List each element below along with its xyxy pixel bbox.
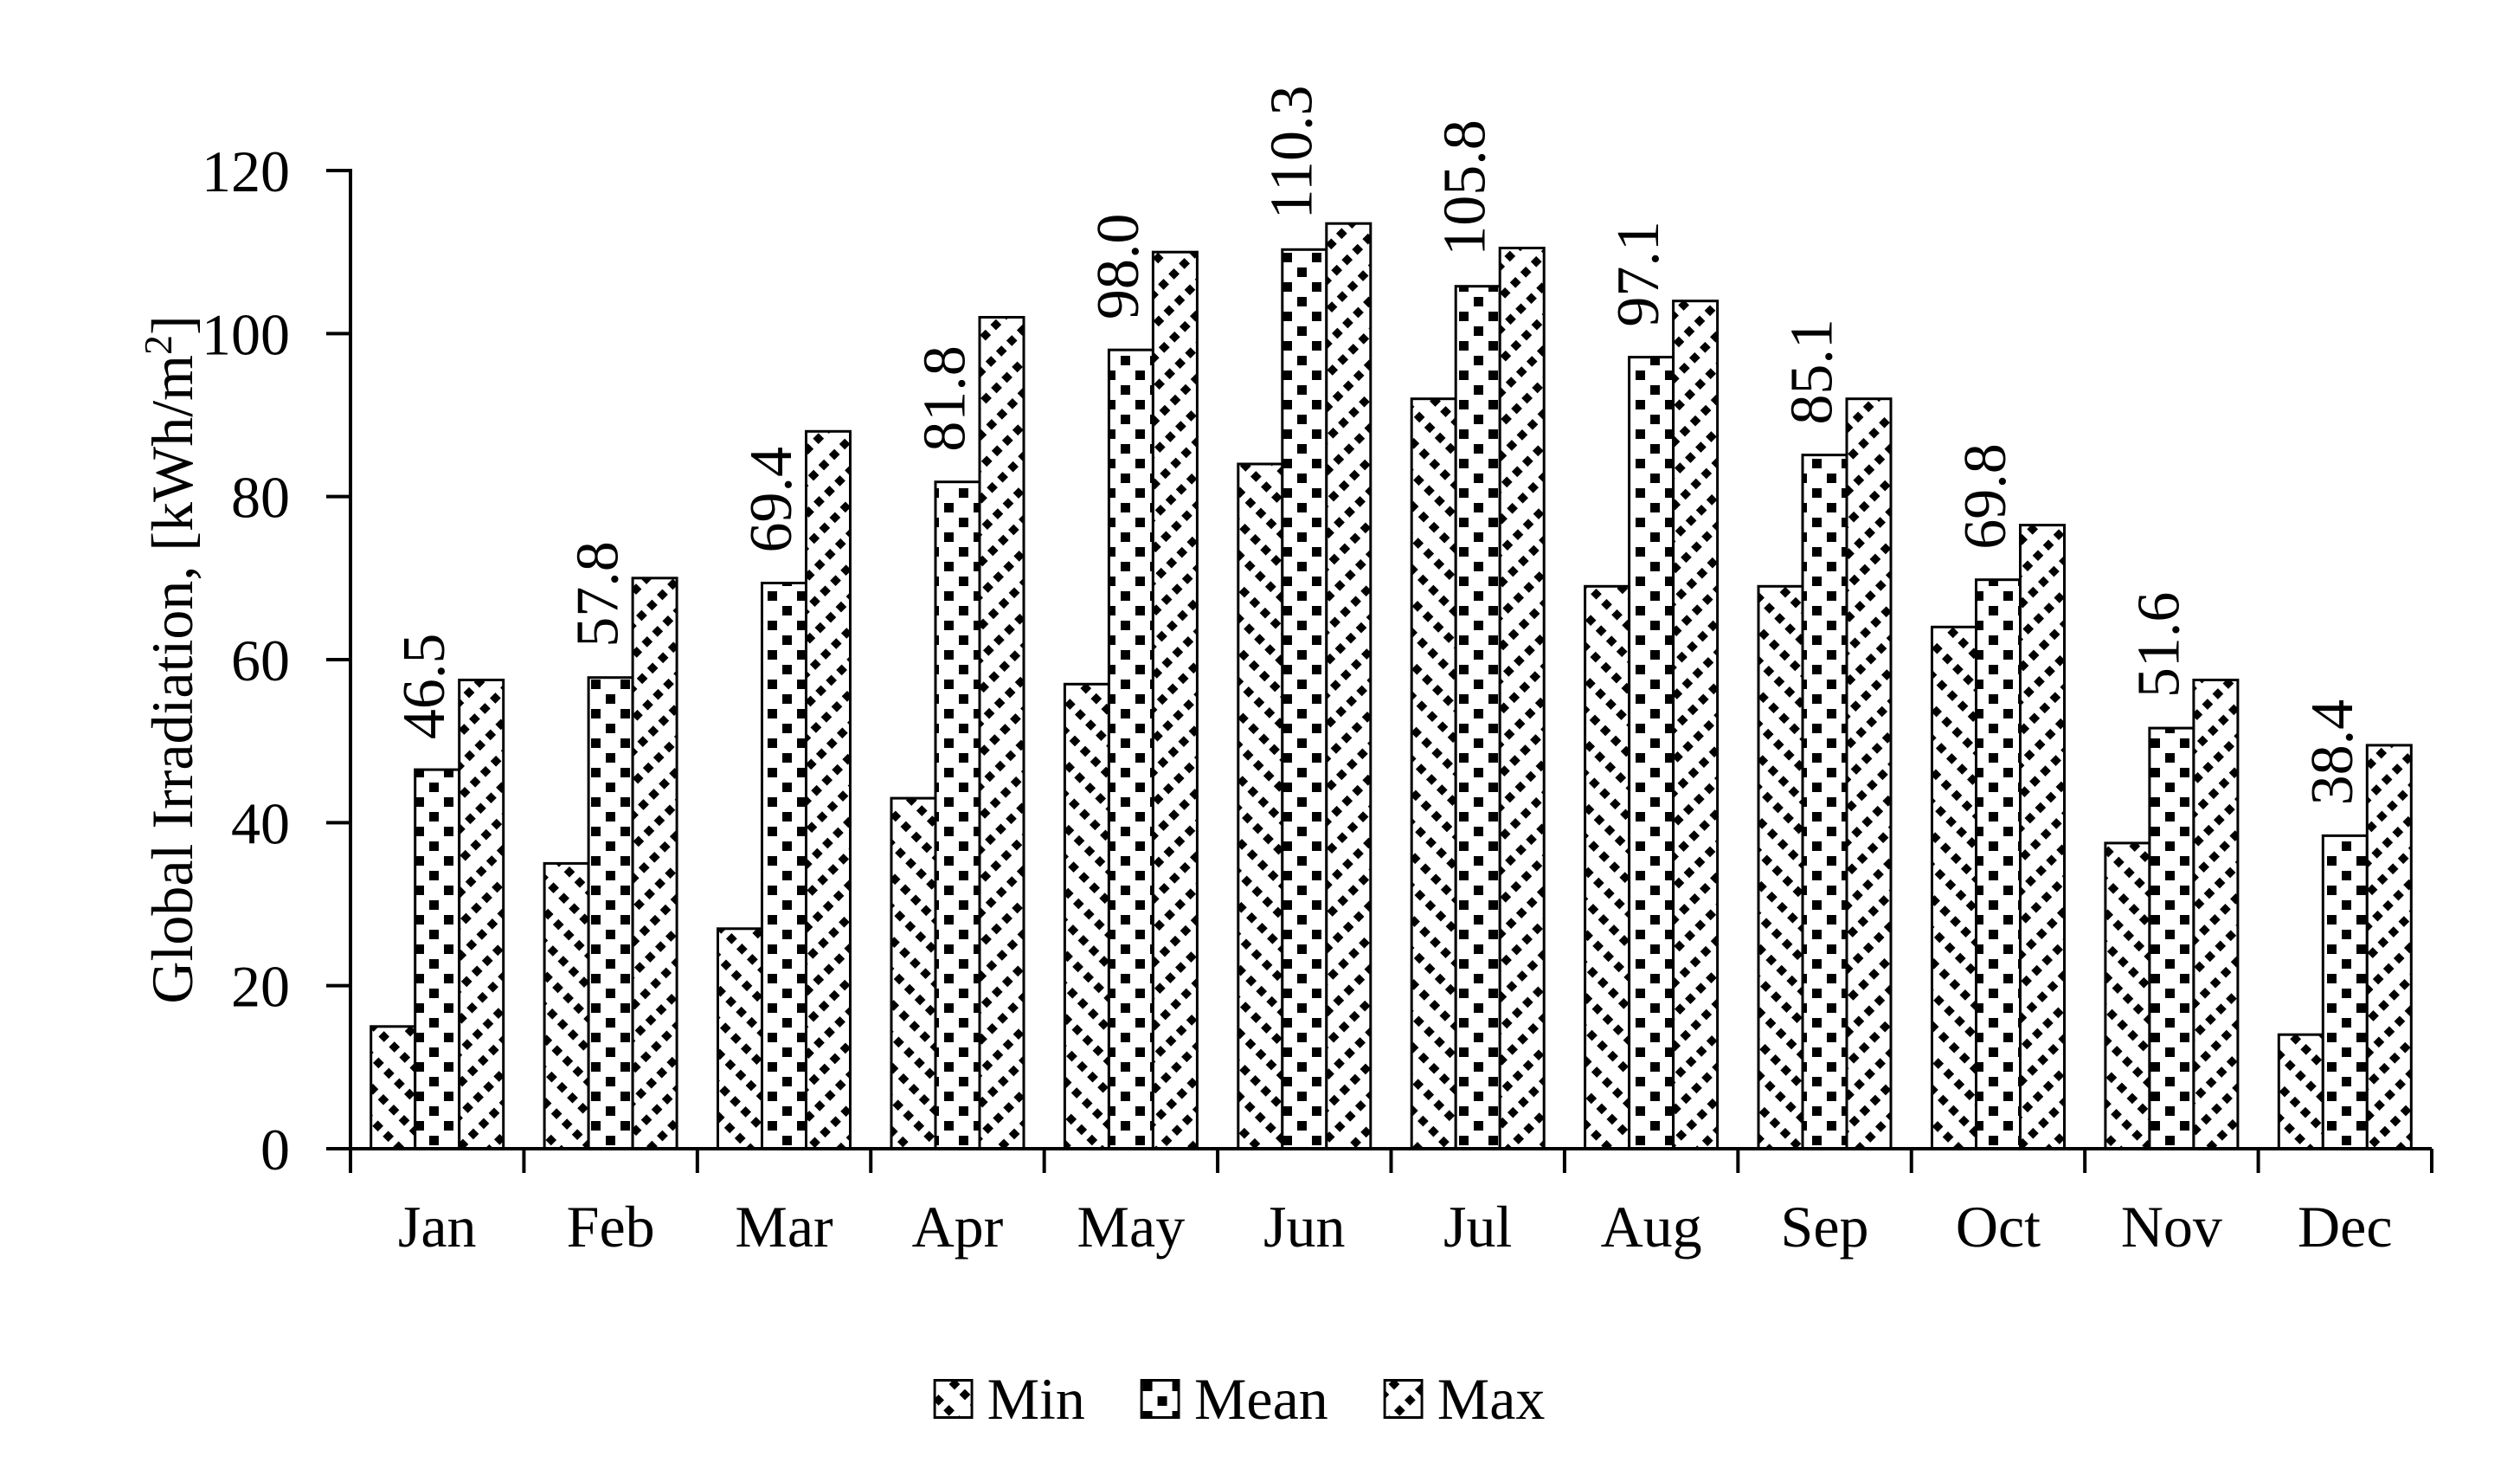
bar-mean-dec	[2321, 834, 2369, 1150]
bar-min-mar	[717, 927, 763, 1150]
x-tick-label-dec: Dec	[2298, 1194, 2392, 1260]
bar-min-jun	[1237, 462, 1284, 1150]
legend-label-min: Min	[987, 1366, 1085, 1432]
bar-min-feb	[543, 861, 590, 1150]
bar-max-dec	[2365, 744, 2413, 1150]
data-label-feb: 57.8	[565, 541, 632, 648]
bar-min-dec	[2277, 1033, 2324, 1150]
legend-swatch-mean-icon	[1140, 1379, 1180, 1419]
legend-item-max: Max	[1383, 1366, 1546, 1432]
bar-max-oct	[2019, 524, 2066, 1150]
bar-mean-nov	[2148, 726, 2195, 1150]
legend-item-min: Min	[933, 1366, 1085, 1432]
legend-label-max: Max	[1437, 1366, 1546, 1432]
chart-legend: Min Mean Max	[933, 1366, 1546, 1432]
bar-mean-jun	[1281, 248, 1328, 1150]
bar-min-aug	[1584, 584, 1631, 1150]
bar-max-jan	[458, 679, 505, 1150]
bar-max-aug	[1672, 300, 1720, 1150]
data-label-jan: 46.5	[391, 634, 458, 740]
bar-max-feb	[631, 577, 678, 1150]
bar-mean-may	[1107, 348, 1154, 1150]
bar-min-oct	[1931, 625, 1977, 1150]
data-label-oct: 69.8	[1952, 443, 2019, 550]
bar-mean-jan	[414, 768, 461, 1150]
y-tick-label-0: 0	[260, 1117, 290, 1182]
legend-item-mean: Mean	[1140, 1366, 1328, 1432]
x-tick-label-may: May	[1077, 1194, 1186, 1260]
x-tick-label-jun: Jun	[1263, 1194, 1345, 1260]
x-tick-label-aug: Aug	[1601, 1194, 1702, 1260]
legend-swatch-min-icon	[933, 1379, 974, 1419]
bar-max-jul	[1498, 247, 1546, 1150]
bar-min-jul	[1410, 397, 1457, 1150]
data-label-apr: 81.8	[911, 345, 978, 452]
bar-mean-apr	[934, 480, 981, 1150]
bar-min-jan	[370, 1025, 417, 1150]
x-tick-label-nov: Nov	[2121, 1194, 2222, 1260]
bar-mean-aug	[1628, 356, 1675, 1150]
bar-min-apr	[890, 796, 937, 1150]
y-tick-label-120: 120	[202, 139, 290, 204]
x-tick-label-mar: Mar	[735, 1194, 833, 1260]
bar-mean-sep	[1801, 454, 1848, 1150]
x-tick-label-sep: Sep	[1781, 1194, 1869, 1260]
data-label-jun: 110.3	[1258, 85, 1325, 219]
data-label-may: 98.0	[1085, 214, 1152, 320]
bar-max-may	[1151, 250, 1199, 1150]
x-tick-label-apr: Apr	[912, 1194, 1004, 1260]
y-tick-label-80: 80	[231, 465, 290, 531]
bar-min-nov	[2104, 841, 2151, 1150]
y-tick-label-60: 60	[231, 628, 290, 693]
legend-label-mean: Mean	[1193, 1366, 1328, 1432]
data-label-nov: 51.6	[2125, 592, 2192, 699]
y-axis-title: Global Irradiation, [kWh/m2]	[136, 315, 205, 1003]
bar-mean-mar	[761, 582, 807, 1150]
bar-mean-jul	[1454, 285, 1501, 1150]
bar-min-may	[1063, 682, 1110, 1150]
x-tick-label-jul: Jul	[1443, 1194, 1512, 1260]
data-label-jul: 105.8	[1432, 119, 1499, 256]
bar-mean-oct	[1975, 578, 2022, 1150]
bar-min-sep	[1757, 584, 1804, 1150]
data-label-aug: 97.1	[1605, 221, 1672, 327]
bar-mean-feb	[587, 676, 634, 1150]
bar-max-jun	[1325, 222, 1372, 1150]
y-tick-label-100: 100	[202, 301, 290, 367]
x-tick-label-oct: Oct	[1956, 1194, 2041, 1260]
x-tick-label-feb: Feb	[567, 1194, 655, 1260]
bar-max-mar	[805, 429, 852, 1150]
data-label-dec: 38.4	[2299, 699, 2366, 806]
bar-max-sep	[1845, 397, 1893, 1150]
data-label-mar: 69.4	[738, 447, 805, 553]
bar-max-nov	[2192, 679, 2240, 1150]
y-tick-label-20: 20	[231, 954, 290, 1020]
legend-swatch-max-icon	[1383, 1379, 1424, 1419]
bar-max-apr	[978, 316, 1025, 1150]
x-tick-label-jan: Jan	[398, 1194, 477, 1260]
y-tick-label-40: 40	[231, 790, 290, 856]
data-label-sep: 85.1	[1779, 319, 1846, 425]
